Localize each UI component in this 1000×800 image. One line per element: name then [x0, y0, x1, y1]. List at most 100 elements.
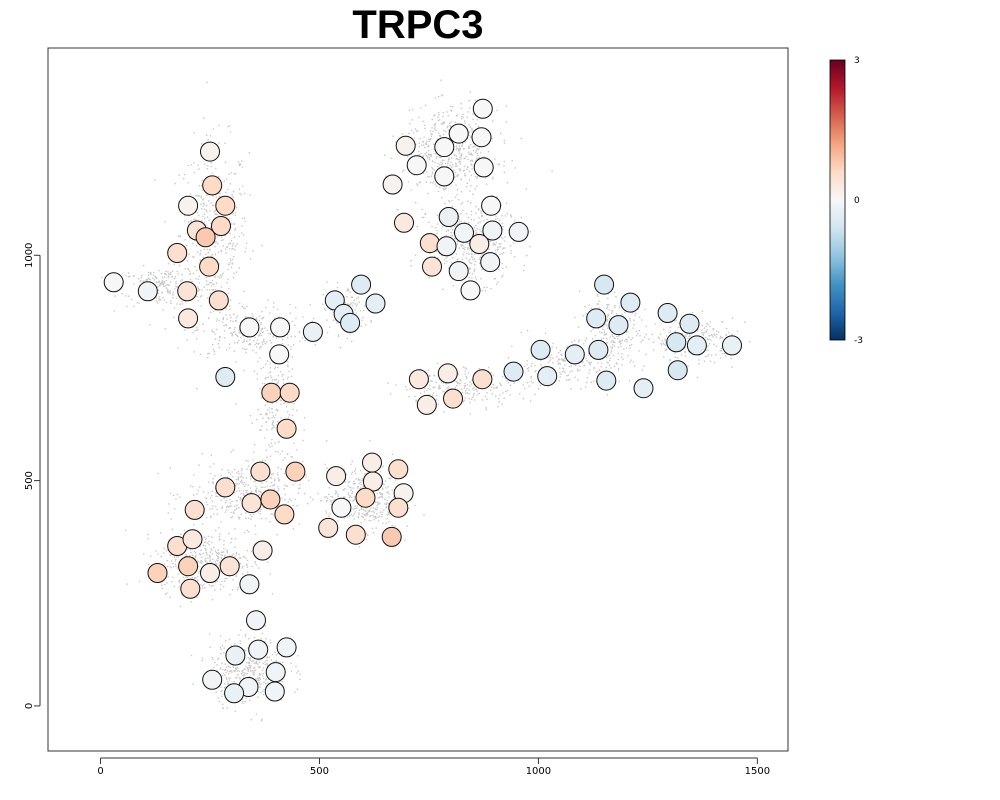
background-cell [243, 340, 246, 343]
background-cell [471, 129, 473, 131]
background-cell [660, 344, 663, 346]
background-cell [464, 157, 467, 160]
background-cell [305, 476, 307, 478]
background-cell [167, 271, 169, 273]
background-cell [531, 362, 533, 365]
background-cell [150, 555, 152, 557]
background-cell [435, 129, 437, 131]
background-cell [218, 700, 221, 703]
background-cell [434, 255, 436, 258]
background-cell [182, 177, 185, 180]
background-cell [275, 378, 277, 381]
background-cell [442, 188, 445, 190]
background-cell [418, 142, 421, 144]
background-cell [234, 227, 237, 230]
data-point [503, 361, 524, 382]
background-cell [241, 166, 244, 168]
background-cell [465, 367, 468, 370]
background-cell [502, 247, 505, 249]
background-cell [610, 312, 613, 315]
background-cell [252, 315, 254, 317]
background-cell [387, 486, 389, 488]
background-cell [429, 153, 431, 156]
background-cell [202, 205, 204, 207]
background-cell [324, 308, 326, 310]
background-cell [455, 208, 458, 211]
background-cell [450, 161, 452, 164]
background-cell [211, 541, 213, 544]
background-cell [414, 504, 416, 507]
background-cell [247, 668, 249, 671]
background-cell [434, 161, 436, 164]
background-cell [475, 157, 478, 159]
background-cell [147, 533, 149, 536]
background-cell [372, 507, 375, 509]
background-cell [366, 514, 369, 516]
background-cell [158, 297, 160, 300]
background-cell [273, 483, 276, 486]
background-cell [268, 371, 270, 374]
background-cell [720, 347, 723, 350]
background-cell [228, 287, 230, 290]
background-cell [259, 490, 262, 493]
background-cell [384, 498, 386, 501]
background-cell [202, 215, 204, 218]
background-cell [228, 327, 230, 330]
background-cell [439, 156, 442, 159]
background-cell [149, 324, 151, 326]
background-cell [466, 387, 468, 390]
background-cell [424, 212, 427, 215]
background-cell [249, 258, 252, 260]
background-cell [608, 309, 611, 311]
background-cell [216, 664, 218, 666]
background-cell [234, 527, 236, 530]
background-cell [529, 400, 532, 402]
background-cell [549, 357, 552, 359]
background-cell [187, 268, 190, 270]
background-cell [186, 339, 188, 341]
background-cell [468, 99, 471, 102]
background-cell [441, 162, 444, 164]
background-cell [212, 128, 215, 130]
background-cell [258, 315, 261, 318]
background-cell [176, 303, 178, 305]
background-cell [164, 221, 166, 223]
background-cell [635, 312, 637, 315]
background-cell [454, 171, 457, 174]
background-cell [503, 171, 506, 174]
background-cell [461, 144, 464, 146]
background-cell [436, 232, 439, 235]
background-cell [337, 335, 340, 338]
background-cell [620, 356, 623, 359]
background-cell [687, 365, 689, 367]
background-cell [232, 475, 234, 478]
background-cell [480, 210, 482, 212]
background-cell [266, 656, 268, 659]
background-cell [628, 317, 631, 320]
background-cell [201, 189, 203, 191]
background-cell [559, 371, 561, 374]
background-cell [232, 553, 235, 555]
background-cell [558, 379, 561, 382]
background-cell [243, 369, 245, 372]
background-cell [203, 221, 206, 223]
background-cell [386, 514, 389, 516]
data-point [241, 493, 262, 514]
background-cell [629, 361, 631, 364]
background-cell [496, 195, 498, 198]
background-cell [242, 341, 244, 344]
background-cell [268, 444, 270, 446]
background-cell [376, 507, 379, 509]
background-cell [617, 337, 619, 340]
background-cell [715, 353, 717, 356]
background-cell [178, 174, 180, 176]
background-cell [258, 490, 260, 493]
background-cell [334, 490, 337, 492]
background-cell [495, 387, 498, 390]
data-point [200, 141, 220, 162]
background-cell [286, 410, 289, 413]
background-cell [328, 326, 331, 328]
background-cell [447, 125, 449, 127]
background-cell [192, 683, 194, 685]
background-cell [611, 334, 614, 336]
